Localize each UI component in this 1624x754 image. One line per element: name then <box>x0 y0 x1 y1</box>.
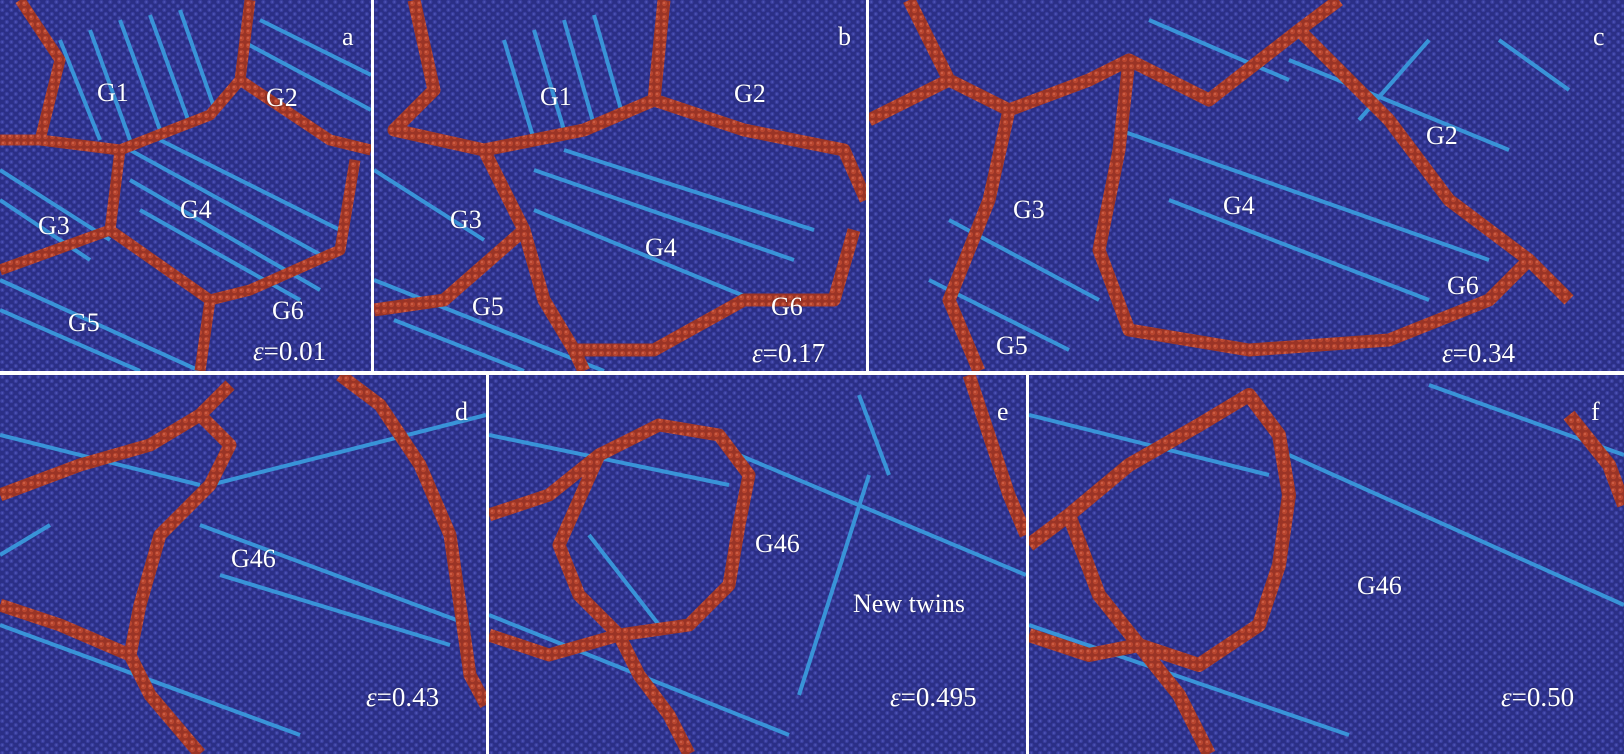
strain-label: ε=0.495 <box>890 684 977 711</box>
strain-value: =0.01 <box>263 336 327 366</box>
panel-letter: d <box>455 397 468 426</box>
grain-label: G46 <box>755 529 800 558</box>
strain-label: ε=0.01 <box>253 338 326 365</box>
strain-value: =0.17 <box>762 338 826 368</box>
strain-value: =0.495 <box>900 682 977 712</box>
grain-label: G4 <box>1223 191 1255 220</box>
grain-label: G6 <box>1447 271 1479 300</box>
grain-label: G2 <box>734 79 766 108</box>
strain-label: ε=0.34 <box>1442 340 1515 367</box>
panel-letter: c <box>1593 22 1605 51</box>
strain-symbol: ε <box>890 682 901 712</box>
strain-symbol: ε <box>253 336 264 366</box>
panel-letter: a <box>342 22 354 51</box>
grain-label: G3 <box>1013 195 1045 224</box>
strain-label: ε=0.43 <box>366 684 439 711</box>
strain-label: ε=0.17 <box>752 340 825 367</box>
panel-d-image <box>0 375 486 754</box>
strain-symbol: ε <box>1501 682 1512 712</box>
strain-value: =0.43 <box>376 682 440 712</box>
grain-label: G4 <box>180 195 212 224</box>
grain-label: G46 <box>231 544 276 573</box>
grain-label: G1 <box>97 78 129 107</box>
panel-b-image <box>374 0 866 371</box>
strain-symbol: ε <box>1442 338 1453 368</box>
grain-label: G6 <box>272 296 304 325</box>
panel-letter: f <box>1591 397 1600 426</box>
grain-label: G5 <box>996 331 1028 360</box>
panel-c: G2 G3 G4 G5 G6 c ε=0.34 <box>869 0 1624 371</box>
strain-symbol: ε <box>366 682 377 712</box>
grain-label: G6 <box>771 292 803 321</box>
panel-c-image <box>869 0 1624 371</box>
grain-label: G1 <box>540 82 572 111</box>
grain-label: G2 <box>266 83 298 112</box>
grain-label: G2 <box>1426 121 1458 150</box>
grain-label: G3 <box>38 211 70 240</box>
strain-value: =0.50 <box>1511 682 1575 712</box>
panel-letter: e <box>997 397 1009 426</box>
grain-label: G4 <box>645 233 677 262</box>
grain-label: G3 <box>450 205 482 234</box>
grain-label: G5 <box>68 308 100 337</box>
panel-letter: b <box>838 22 851 51</box>
panel-a: G1 G2 G3 G4 G5 G6 a ε=0.01 <box>0 0 371 371</box>
grain-label: G5 <box>472 292 504 321</box>
strain-symbol: ε <box>752 338 763 368</box>
panel-b: G1 G2 G3 G4 G5 G6 b ε=0.17 <box>374 0 866 371</box>
panel-f-image <box>1029 375 1624 754</box>
panel-e-image <box>489 375 1026 754</box>
strain-value: =0.34 <box>1452 338 1516 368</box>
panel-d: G46 d ε=0.43 <box>0 375 486 754</box>
strain-label: ε=0.50 <box>1501 684 1574 711</box>
panel-e: G46 New twins e ε=0.495 <box>489 375 1026 754</box>
panel-f: G46 f ε=0.50 <box>1029 375 1624 754</box>
annotation-label: New twins <box>853 589 965 618</box>
panel-a-image <box>0 0 371 371</box>
grain-label: G46 <box>1357 571 1402 600</box>
